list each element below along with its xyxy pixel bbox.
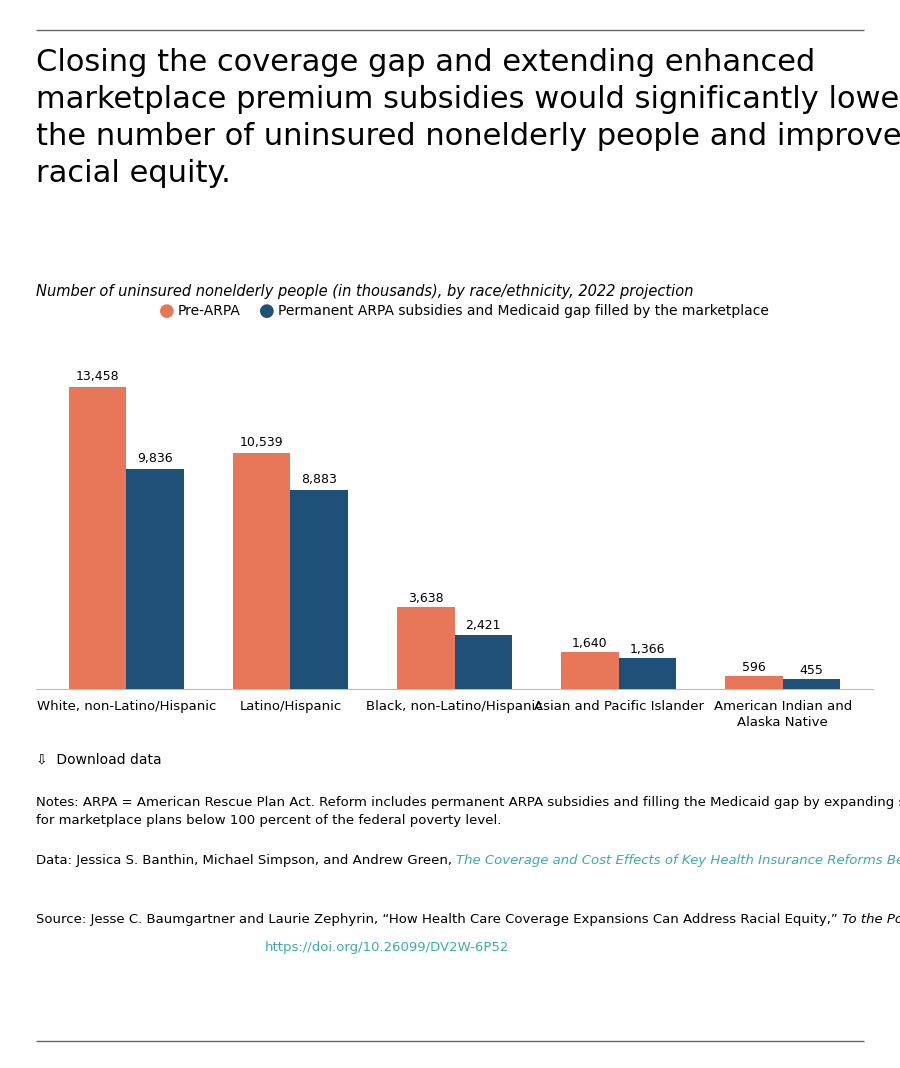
Text: The Coverage and Cost Effects of Key Health Insurance Reforms Being Considered b: The Coverage and Cost Effects of Key Hea… [456, 854, 900, 867]
Text: https://doi.org/10.26099/DV2W-6P52: https://doi.org/10.26099/DV2W-6P52 [265, 941, 509, 954]
Text: 2,421: 2,421 [465, 619, 501, 632]
Text: Closing the coverage gap and extending enhanced
marketplace premium subsidies wo: Closing the coverage gap and extending e… [36, 48, 900, 188]
Bar [618, 658, 676, 689]
Text: 13,458: 13,458 [76, 371, 120, 383]
Text: To the Point: To the Point [842, 913, 900, 926]
Text: Permanent ARPA subsidies and Medicaid gap filled by the marketplace: Permanent ARPA subsidies and Medicaid ga… [278, 303, 769, 318]
Bar [291, 490, 347, 689]
Text: 1,640: 1,640 [572, 638, 608, 650]
Text: Number of uninsured nonelderly people (in thousands), by race/ethnicity, 2022 pr: Number of uninsured nonelderly people (i… [36, 284, 694, 299]
Bar [233, 453, 291, 689]
Text: White, non-Latino/Hispanic: White, non-Latino/Hispanic [37, 700, 216, 712]
Text: 596: 596 [742, 661, 766, 674]
Text: Latino/Hispanic: Latino/Hispanic [239, 700, 341, 712]
Bar [454, 634, 512, 689]
Text: ●: ● [259, 302, 275, 319]
Bar [725, 676, 783, 689]
Bar [562, 653, 618, 689]
Text: 1,366: 1,366 [630, 644, 665, 657]
Text: ●: ● [158, 302, 175, 319]
Text: Asian and Pacific Islander: Asian and Pacific Islander [534, 700, 704, 712]
Text: Notes: ARPA = American Rescue Plan Act. Reform includes permanent ARPA subsidies: Notes: ARPA = American Rescue Plan Act. … [36, 796, 900, 827]
Bar [126, 469, 184, 689]
Text: 3,638: 3,638 [408, 592, 444, 606]
Text: Source: Jesse C. Baumgartner and Laurie Zephyrin, “How Health Care Coverage Expa: Source: Jesse C. Baumgartner and Laurie … [36, 913, 842, 926]
Text: 8,883: 8,883 [302, 473, 337, 486]
Text: Data: Jessica S. Banthin, Michael Simpson, and Andrew Green,: Data: Jessica S. Banthin, Michael Simpso… [36, 854, 456, 867]
Text: 10,539: 10,539 [239, 436, 284, 449]
Text: Black, non-Latino/Hispanic: Black, non-Latino/Hispanic [366, 700, 543, 712]
Text: ⇩  Download data: ⇩ Download data [36, 753, 162, 767]
Text: American Indian and
Alaska Native: American Indian and Alaska Native [714, 700, 852, 728]
Text: 455: 455 [799, 664, 824, 677]
Bar [397, 608, 454, 689]
Bar [783, 678, 841, 689]
Text: Pre-ARPA: Pre-ARPA [177, 303, 240, 318]
Text: 9,836: 9,836 [137, 452, 173, 465]
Bar [68, 388, 126, 689]
